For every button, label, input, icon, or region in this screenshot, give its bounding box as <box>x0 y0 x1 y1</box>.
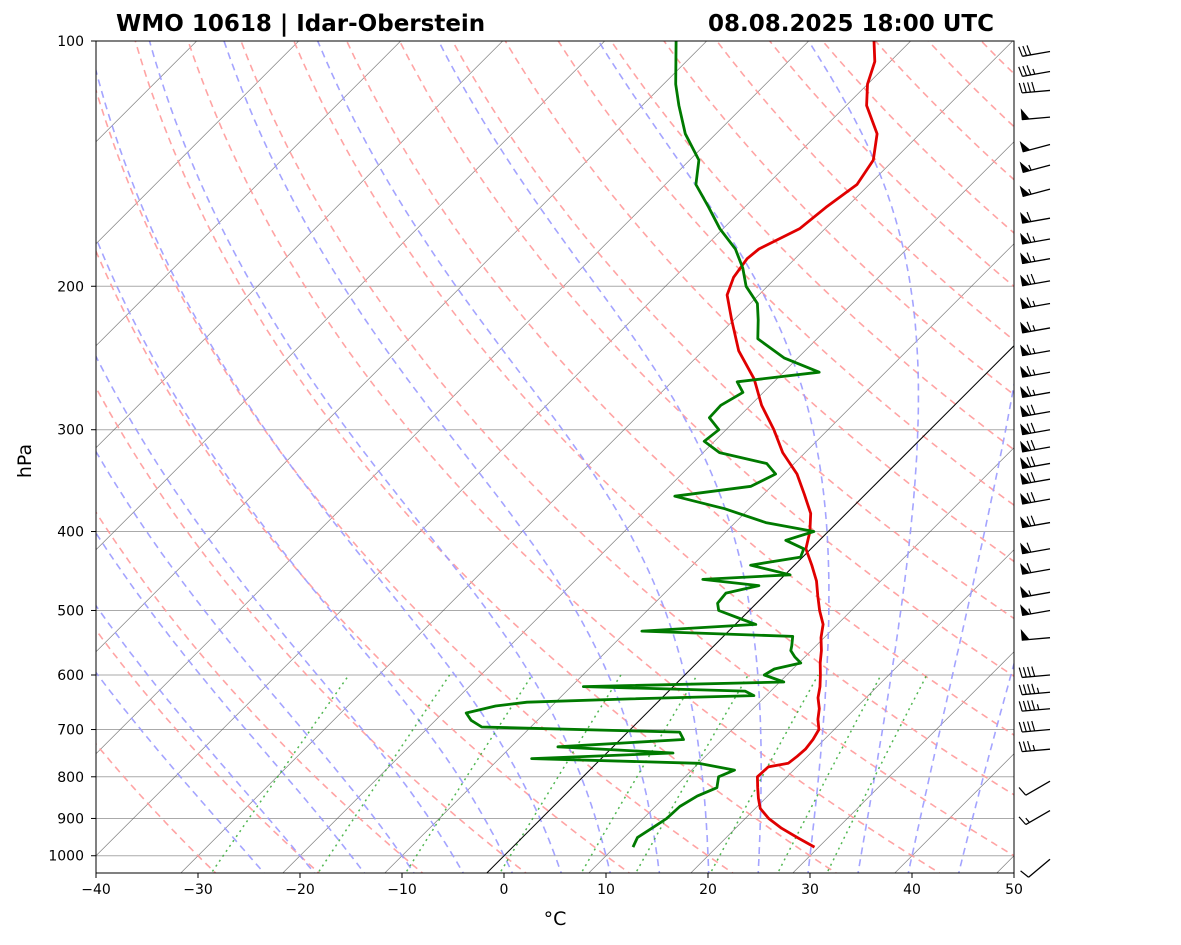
x-tick-label: 30 <box>801 882 819 898</box>
x-tick-label: 0 <box>500 882 509 898</box>
x-tick-label: −30 <box>183 882 213 898</box>
y-tick-label: 300 <box>57 423 84 439</box>
chart-title-datetime: 08.08.2025 18:00 UTC <box>708 11 994 37</box>
y-tick-label: 200 <box>57 279 84 295</box>
y-tick-label: 700 <box>57 723 84 739</box>
x-axis-label: °C <box>544 908 567 930</box>
x-tick-label: −20 <box>285 882 315 898</box>
y-tick-label: 100 <box>57 34 84 50</box>
x-tick-label: 40 <box>903 882 921 898</box>
y-tick-label: 900 <box>57 811 84 827</box>
y-tick-label: 500 <box>57 603 84 619</box>
y-axis-label: hPa <box>14 444 36 478</box>
x-tick-label: 20 <box>699 882 717 898</box>
chart-title-station: WMO 10618 | Idar-Oberstein <box>116 11 485 37</box>
x-tick-label: −40 <box>81 882 111 898</box>
x-tick-label: −10 <box>387 882 417 898</box>
y-tick-label: 600 <box>57 668 84 684</box>
y-tick-label: 800 <box>57 770 84 786</box>
y-tick-label: 1000 <box>48 849 84 865</box>
x-tick-label: 50 <box>1005 882 1023 898</box>
y-tick-label: 400 <box>57 525 84 541</box>
x-tick-label: 10 <box>597 882 615 898</box>
